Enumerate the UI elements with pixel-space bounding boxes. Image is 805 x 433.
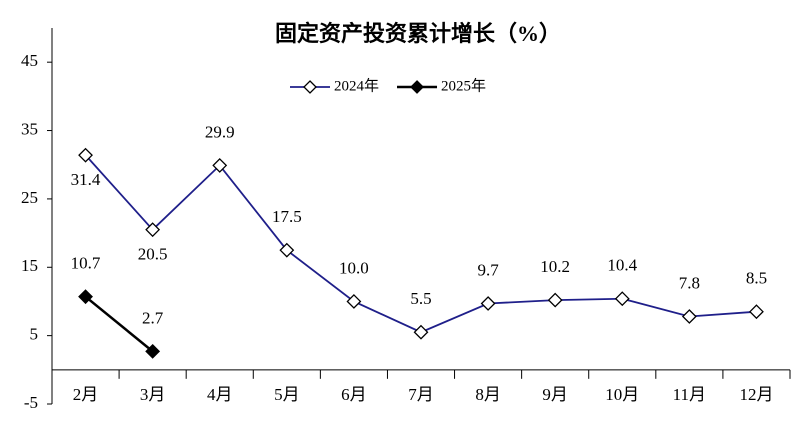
data-label: 31.4 bbox=[71, 170, 101, 189]
legend-marker bbox=[303, 80, 317, 94]
marker bbox=[78, 147, 93, 163]
data-label: 10.0 bbox=[339, 258, 369, 277]
data-label: 29.9 bbox=[205, 122, 235, 141]
data-label: 7.8 bbox=[679, 273, 700, 292]
marker bbox=[614, 291, 630, 307]
x-tick-label: 4月 bbox=[207, 385, 233, 404]
marker bbox=[279, 242, 295, 258]
x-tick-label: 10月 bbox=[605, 385, 639, 404]
marker bbox=[681, 309, 697, 324]
marker bbox=[480, 296, 496, 311]
legend-marker bbox=[410, 80, 424, 94]
data-label: 10.4 bbox=[607, 256, 637, 275]
x-tick-label: 9月 bbox=[542, 385, 568, 404]
data-label: 10.2 bbox=[540, 257, 570, 276]
marker bbox=[145, 222, 161, 238]
x-tick-label: 3月 bbox=[140, 385, 166, 404]
y-tick-label: 45 bbox=[21, 51, 38, 70]
x-tick-label: 2月 bbox=[73, 385, 99, 404]
marker bbox=[212, 157, 228, 173]
series-line bbox=[84, 295, 154, 353]
x-tick-label: 8月 bbox=[475, 385, 501, 404]
data-label: 8.5 bbox=[746, 269, 767, 288]
y-tick-label: 15 bbox=[21, 256, 38, 275]
x-tick-label: 5月 bbox=[274, 385, 300, 404]
x-tick-label: 11月 bbox=[673, 385, 706, 404]
data-label: 2.7 bbox=[142, 308, 164, 327]
y-tick-label: 25 bbox=[21, 188, 38, 207]
x-tick-label: 7月 bbox=[408, 385, 434, 404]
y-tick-label: 35 bbox=[21, 119, 38, 138]
data-label: 20.5 bbox=[138, 245, 168, 264]
legend-label: 2024年 bbox=[334, 77, 379, 94]
marker bbox=[346, 294, 362, 309]
data-label: 10.7 bbox=[71, 254, 101, 273]
x-tick-label: 6月 bbox=[341, 385, 367, 404]
legend-label: 2025年 bbox=[441, 77, 486, 94]
x-tick-label: 12月 bbox=[739, 385, 773, 404]
data-label: 9.7 bbox=[477, 260, 499, 279]
marker bbox=[749, 304, 764, 320]
marker bbox=[145, 343, 161, 359]
data-label: 17.5 bbox=[272, 207, 302, 226]
data-label: 5.5 bbox=[410, 289, 431, 308]
marker bbox=[547, 292, 563, 308]
marker bbox=[78, 289, 93, 305]
chart-title: 固定资产投资累计增长（%） bbox=[275, 21, 561, 46]
marker bbox=[413, 324, 429, 340]
y-tick-label: 5 bbox=[30, 325, 39, 344]
y-tick-label: -5 bbox=[24, 393, 38, 412]
